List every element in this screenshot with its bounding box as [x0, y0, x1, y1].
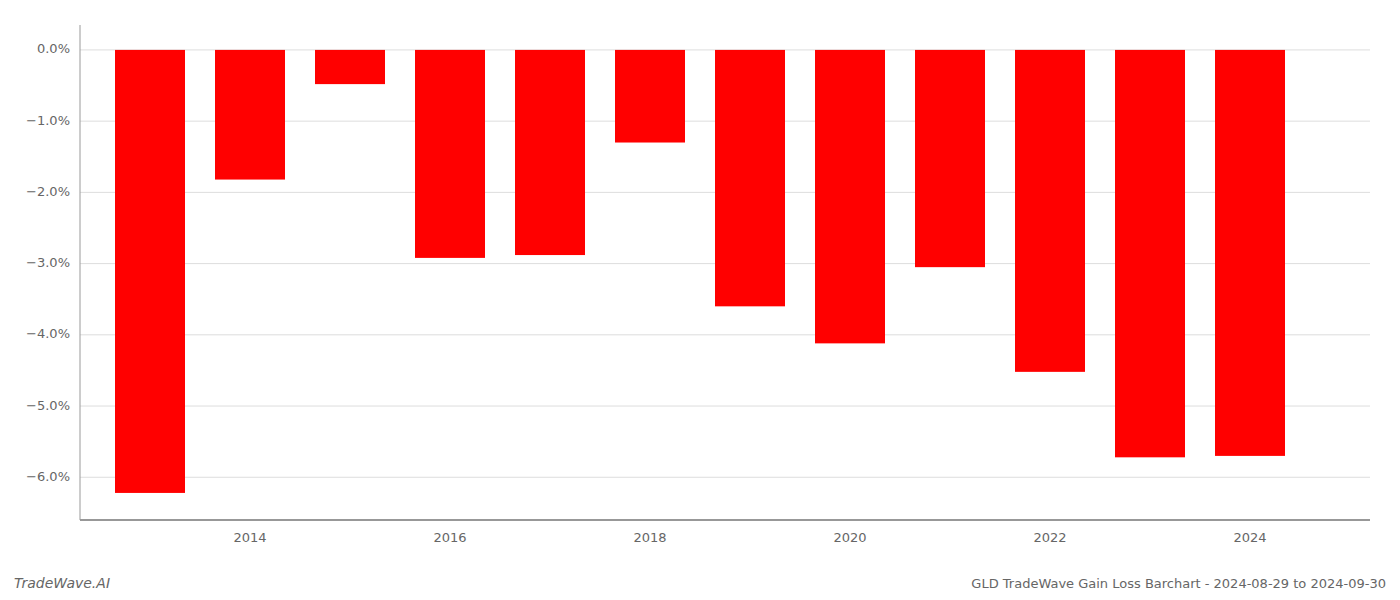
bar: [815, 50, 885, 343]
x-tick-label: 2016: [433, 530, 466, 545]
x-tick-label: 2018: [633, 530, 666, 545]
y-tick-label: −6.0%: [26, 469, 70, 484]
y-tick-label: 0.0%: [37, 41, 70, 56]
y-tick-label: −2.0%: [26, 184, 70, 199]
bars: [115, 50, 1285, 493]
grid-line: [80, 477, 1370, 478]
bar: [315, 50, 385, 84]
y-tick-label: −3.0%: [26, 255, 70, 270]
x-tick-label: 2022: [1033, 530, 1066, 545]
y-tick-labels: 0.0% −1.0% −2.0% −3.0% −4.0% −5.0% −6.0%: [26, 41, 70, 483]
chart: 0.0%−1.0%−2.0%−3.0%−4.0%−5.0%−6.0%201420…: [0, 0, 1400, 600]
x-tick-labels: 2014 2016 2018 2020 2022 2024: [233, 530, 1266, 545]
title: GLD TradeWave Gain Loss Barchart - 2024-…: [971, 576, 1386, 591]
bar: [515, 50, 585, 255]
bar: [715, 50, 785, 306]
y-tick-label: −5.0%: [26, 398, 70, 413]
x-tick-label: 2020: [833, 530, 866, 545]
x-tick-label: 2014: [233, 530, 266, 545]
watermark: TradeWave.AI: [14, 575, 110, 591]
bar: [115, 50, 185, 493]
bar: [1215, 50, 1285, 456]
y-tick-label: −4.0%: [26, 326, 70, 341]
bar: [415, 50, 485, 258]
x-axis-line: [80, 519, 1370, 520]
grid: [80, 50, 1370, 477]
bar: [1115, 50, 1185, 457]
y-tick-label: −1.0%: [26, 113, 70, 128]
x-tick-label: 2024: [1233, 530, 1266, 545]
bar: [215, 50, 285, 180]
bar: [615, 50, 685, 143]
bar: [915, 50, 985, 267]
bar: [1015, 50, 1085, 372]
y-axis-line: [80, 25, 81, 520]
